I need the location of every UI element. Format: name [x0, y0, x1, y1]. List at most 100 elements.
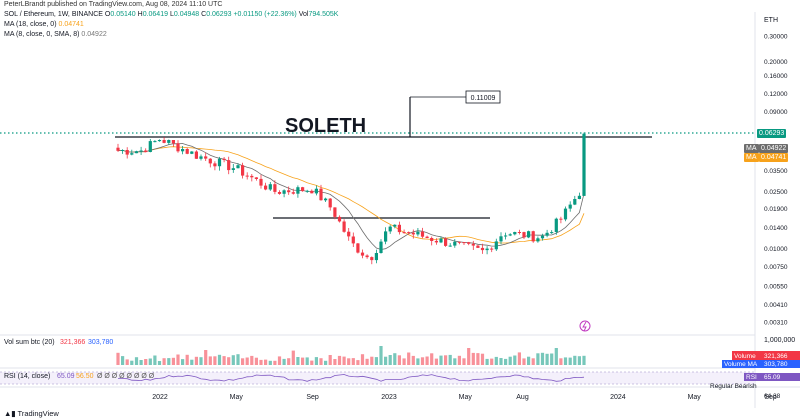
- volume-bar: [250, 355, 254, 365]
- time-tick-label: May: [688, 394, 702, 401]
- price-tick-label: 0.01000: [764, 246, 788, 253]
- volume-bar: [439, 355, 443, 365]
- rsi-divergence-label: Regular Bearish: [710, 383, 757, 390]
- lightning-icon[interactable]: [579, 320, 591, 332]
- volume-bar: [499, 358, 503, 365]
- volume-bar: [259, 359, 263, 365]
- candle: [499, 236, 503, 242]
- volume-bar: [333, 359, 337, 365]
- volume-bar: [347, 358, 351, 365]
- volume-bar: [273, 360, 277, 365]
- volume-bar: [121, 356, 125, 365]
- candle: [328, 198, 332, 208]
- volume-bar: [245, 357, 249, 365]
- price-change: +0.01150 (+22.36%): [233, 11, 297, 18]
- volume-bar: [236, 354, 240, 365]
- time-axis[interactable]: 2022MaySep2023MayAug2024MaySep2025May: [152, 394, 800, 401]
- candle: [273, 184, 277, 192]
- volume-bar: [508, 356, 512, 365]
- tradingview-logo[interactable]: ▲▮ TradingView: [4, 409, 59, 418]
- rsi-secondary-value: 64.38: [764, 393, 781, 400]
- candle: [347, 231, 351, 237]
- time-tick-label: May: [230, 394, 244, 401]
- candle: [393, 224, 397, 227]
- symbol-label: SOL / Ethereum, 1W, BINANCE: [4, 11, 103, 18]
- price-tick-label: 0.20000: [764, 59, 788, 66]
- volume-bar: [351, 358, 355, 365]
- candle: [411, 232, 415, 235]
- candle: [324, 198, 328, 201]
- candle: [121, 150, 125, 151]
- price-tick-label: 0.00410: [764, 302, 788, 309]
- ma-slow-line: [117, 143, 585, 250]
- volume-bar: [554, 348, 558, 365]
- candle: [190, 151, 194, 154]
- candle: [360, 252, 365, 256]
- volume-bar: [393, 353, 397, 365]
- candle: [319, 188, 323, 201]
- chart-title-annotation[interactable]: SOLETH: [285, 115, 366, 137]
- candle: [407, 232, 411, 234]
- time-tick-label: 2023: [381, 394, 397, 401]
- volume-bar: [213, 356, 217, 365]
- candle: [231, 168, 235, 170]
- volume-bar: [550, 353, 554, 365]
- candle: [388, 226, 392, 232]
- callout-box[interactable]: [465, 90, 501, 104]
- volume-bar: [504, 358, 508, 365]
- candle: [453, 241, 457, 246]
- price-tick-label: 0.30000: [764, 34, 788, 41]
- volume-bar: [448, 354, 452, 365]
- candle: [577, 195, 581, 199]
- candle: [540, 235, 545, 239]
- ma-fast-badge-value: 0.04741: [759, 153, 789, 162]
- candle: [374, 253, 378, 261]
- volume-bar: [157, 361, 162, 365]
- volume-bar: [453, 358, 457, 365]
- candle: [337, 216, 342, 222]
- candle: [259, 178, 263, 186]
- candle: [245, 175, 249, 177]
- volume-bar: [181, 359, 185, 365]
- candle: [314, 188, 318, 194]
- tradingview-logo-icon: ▲▮: [4, 409, 16, 418]
- volume-bar: [476, 353, 480, 365]
- ma-fast-legend[interactable]: MA (18, close, 0) 0.04741: [4, 21, 84, 28]
- volume-axis-top: 1,000,000: [764, 337, 795, 344]
- candle: [536, 238, 540, 242]
- candle: [130, 153, 134, 155]
- volume-bar: [407, 352, 411, 365]
- rsi-line: [117, 374, 585, 382]
- volume-bar: [144, 359, 148, 365]
- volume-badge-tag: Volume: [734, 353, 756, 360]
- candle: [397, 224, 401, 233]
- volume-bar: [582, 355, 586, 365]
- candle: [504, 235, 508, 237]
- candle: [310, 190, 314, 194]
- price-tick-label: 0.00550: [764, 284, 788, 291]
- publisher-line: PeterLBrandt published on TradingView.co…: [4, 1, 223, 8]
- volume-bar: [402, 358, 406, 365]
- candle: [425, 236, 429, 238]
- volume-legend-label: Vol sum btc (20): [4, 339, 55, 346]
- volume-bar: [190, 359, 194, 365]
- candle: [508, 234, 512, 236]
- ma-slow-badge-tag: MA: [744, 144, 759, 153]
- candle: [444, 238, 448, 246]
- rsi-value-1: 65.09: [57, 373, 75, 380]
- volume-bar: [125, 359, 129, 365]
- candle: [494, 241, 498, 250]
- candle: [365, 255, 369, 258]
- volume-bar: [337, 355, 342, 365]
- candle: [351, 236, 355, 244]
- volume-bar: [287, 358, 291, 365]
- volume-bar: [171, 357, 175, 365]
- candle: [531, 231, 535, 242]
- volume-bar: [568, 357, 572, 365]
- volume-bar: [310, 360, 314, 365]
- ma-slow-legend[interactable]: MA (8, close, 0, SMA, 8) 0.04922: [4, 31, 107, 38]
- volume-bar: [480, 353, 485, 365]
- price-axis[interactable]: 0.30000 0.20000 0.16000 0.12000 0.09000 0.035…: [764, 34, 788, 327]
- price-tick-label: 0.00310: [764, 320, 788, 327]
